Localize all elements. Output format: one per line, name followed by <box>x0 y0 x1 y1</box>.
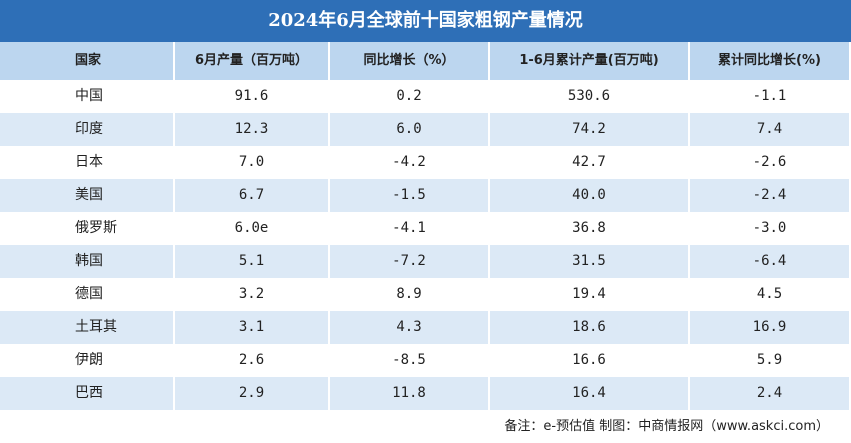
table-cell: 16.6 <box>490 344 690 377</box>
table-cell: 8.9 <box>330 278 490 311</box>
table-cell: 印度 <box>0 113 175 146</box>
header-cell: 1-6月累计产量(百万吨) <box>490 42 690 80</box>
table-cell: 42.7 <box>490 146 690 179</box>
table-cell: -8.5 <box>330 344 490 377</box>
table-cell: 日本 <box>0 146 175 179</box>
table-cell: 3.1 <box>175 311 330 344</box>
table-cell: 2.6 <box>175 344 330 377</box>
table-cell: 16.9 <box>690 311 851 344</box>
table-cell: 3.2 <box>175 278 330 311</box>
title: 2024年6月全球前十国家粗钢产量情况 <box>0 0 851 42</box>
table-cell: 40.0 <box>490 179 690 212</box>
header-cell: 6月产量（百万吨） <box>175 42 330 80</box>
table-cell: 18.6 <box>490 311 690 344</box>
table: 国家 6月产量（百万吨） 同比增长（%） 1-6月累计产量(百万吨) 累计同比增长(%)… <box>0 42 851 410</box>
table-cell: 5.9 <box>690 344 851 377</box>
table-cell: 0.2 <box>330 80 490 113</box>
table-cell: 俄罗斯 <box>0 212 175 245</box>
table-cell: 伊朗 <box>0 344 175 377</box>
table-cell: 36.8 <box>490 212 690 245</box>
table-cell: -7.2 <box>330 245 490 278</box>
table-cell: -1.1 <box>690 80 851 113</box>
table-cell: 7.4 <box>690 113 851 146</box>
table-cell: 2.9 <box>175 377 330 410</box>
table-cell: 土耳其 <box>0 311 175 344</box>
table-cell: 7.0 <box>175 146 330 179</box>
table-cell: -1.5 <box>330 179 490 212</box>
table-cell: 11.8 <box>330 377 490 410</box>
table-cell: 74.2 <box>490 113 690 146</box>
table-cell: 美国 <box>0 179 175 212</box>
table-cell: 巴西 <box>0 377 175 410</box>
footer: 备注：e-预估值 制图：中商情报网（www.askci.com） <box>504 419 829 434</box>
table-cell: 德国 <box>0 278 175 311</box>
table-cell: 91.6 <box>175 80 330 113</box>
table-cell: -4.2 <box>330 146 490 179</box>
table-cell: -2.4 <box>690 179 851 212</box>
table-cell: 6.0 <box>330 113 490 146</box>
table-cell: 6.0e <box>175 212 330 245</box>
table-cell: 12.3 <box>175 113 330 146</box>
table-cell: 韩国 <box>0 245 175 278</box>
table-cell: 2.4 <box>690 377 851 410</box>
table-cell: 31.5 <box>490 245 690 278</box>
table-cell: -3.0 <box>690 212 851 245</box>
table-cell: 中国 <box>0 80 175 113</box>
table-cell: -4.1 <box>330 212 490 245</box>
header-cell: 同比增长（%） <box>330 42 490 80</box>
table-cell: 4.3 <box>330 311 490 344</box>
table-cell: 6.7 <box>175 179 330 212</box>
table-cell: -2.6 <box>690 146 851 179</box>
table-cell: 530.6 <box>490 80 690 113</box>
table-cell: -6.4 <box>690 245 851 278</box>
table-cell: 16.4 <box>490 377 690 410</box>
header-cell: 累计同比增长(%) <box>690 42 851 80</box>
table-cell: 5.1 <box>175 245 330 278</box>
table-cell: 4.5 <box>690 278 851 311</box>
header-cell: 国家 <box>0 42 175 80</box>
table-cell: 19.4 <box>490 278 690 311</box>
